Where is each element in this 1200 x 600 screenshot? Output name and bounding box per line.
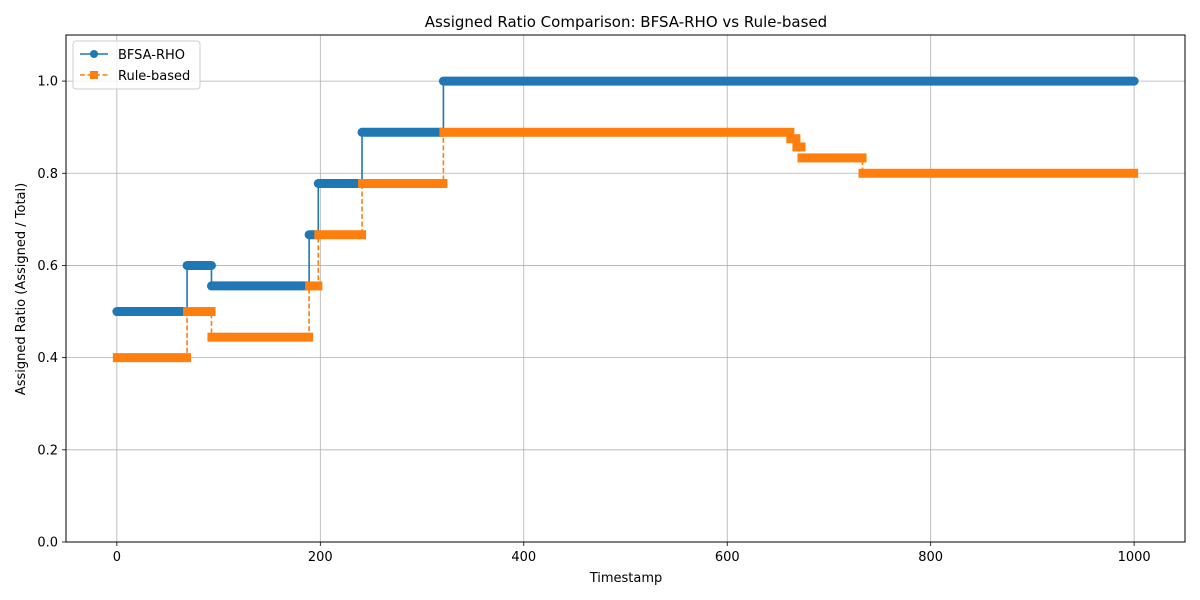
axes: 0 200 400 600 800 1000 0.0 0.2 0.4 0.6 0.8 1.0	[37, 75, 1150, 565]
x-tick-label: 200	[308, 550, 333, 565]
series-markers-rule-based	[786, 134, 801, 144]
y-tick-label: 1.0	[37, 75, 58, 90]
series-markers-rule-based	[792, 142, 806, 152]
y-tick-label: 0.2	[37, 443, 58, 458]
legend-box	[72, 40, 201, 90]
series-layer	[112, 76, 1139, 363]
series-markers-rule-based	[305, 281, 323, 291]
series-markers-rule-based	[439, 127, 795, 137]
series-markers-rule-based	[112, 353, 192, 363]
y-tick-label: 0.8	[37, 167, 58, 182]
series-markers-rule-based	[358, 179, 448, 189]
legend-marker-bfsa-rho	[90, 50, 98, 58]
x-tick-label: 0	[113, 550, 121, 565]
plot-area-frame	[65, 34, 1186, 543]
legend: BFSA-RHO Rule-based	[72, 40, 201, 90]
series-rule-based	[112, 127, 1139, 363]
series-markers-rule-based	[207, 332, 314, 342]
legend-label-rule-based: Rule-based	[118, 69, 190, 84]
x-axis-label: Timestamp	[589, 571, 663, 586]
chart-title: Assigned Ratio Comparison: BFSA-RHO vs R…	[425, 13, 827, 31]
x-tick-label: 600	[715, 550, 740, 565]
y-tick-label: 0.4	[37, 351, 58, 366]
y-tick-label: 0.6	[37, 259, 58, 274]
legend-marker-rule-based	[90, 71, 98, 79]
series-markers-rule-based	[797, 153, 867, 163]
y-tick-label: 0.0	[37, 536, 58, 551]
y-axis-label: Assigned Ratio (Assigned / Total)	[14, 183, 29, 395]
x-tick-label: 800	[918, 550, 943, 565]
series-markers-rule-based	[183, 307, 216, 317]
legend-label-bfsa-rho: BFSA-RHO	[118, 48, 185, 63]
x-tick-label: 400	[511, 550, 536, 565]
series-markers-rule-based	[858, 168, 1139, 178]
series-bfsa-rho	[112, 76, 1139, 317]
series-markers-rule-based	[314, 230, 367, 240]
x-tick-label: 1000	[1118, 550, 1151, 565]
